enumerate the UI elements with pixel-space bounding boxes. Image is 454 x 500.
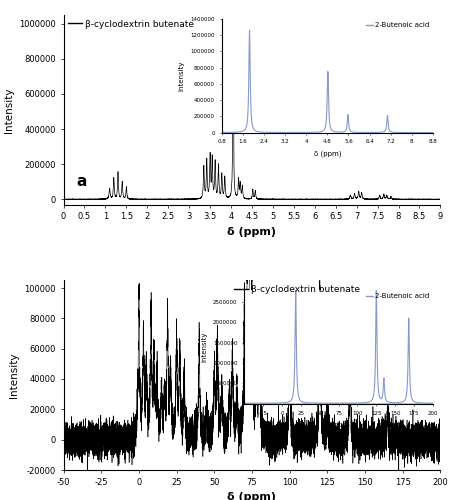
Y-axis label: Intensity: Intensity: [4, 87, 14, 132]
Legend: β-cyclodextrin butenate: β-cyclodextrin butenate: [234, 285, 360, 294]
Text: b: b: [77, 439, 88, 454]
X-axis label: δ (ppm): δ (ppm): [227, 492, 276, 500]
Y-axis label: Intensity: Intensity: [9, 352, 19, 398]
X-axis label: δ (ppm): δ (ppm): [227, 227, 276, 237]
Legend: β-cyclodextrin butenate: β-cyclodextrin butenate: [68, 20, 194, 28]
Text: a: a: [77, 174, 87, 188]
